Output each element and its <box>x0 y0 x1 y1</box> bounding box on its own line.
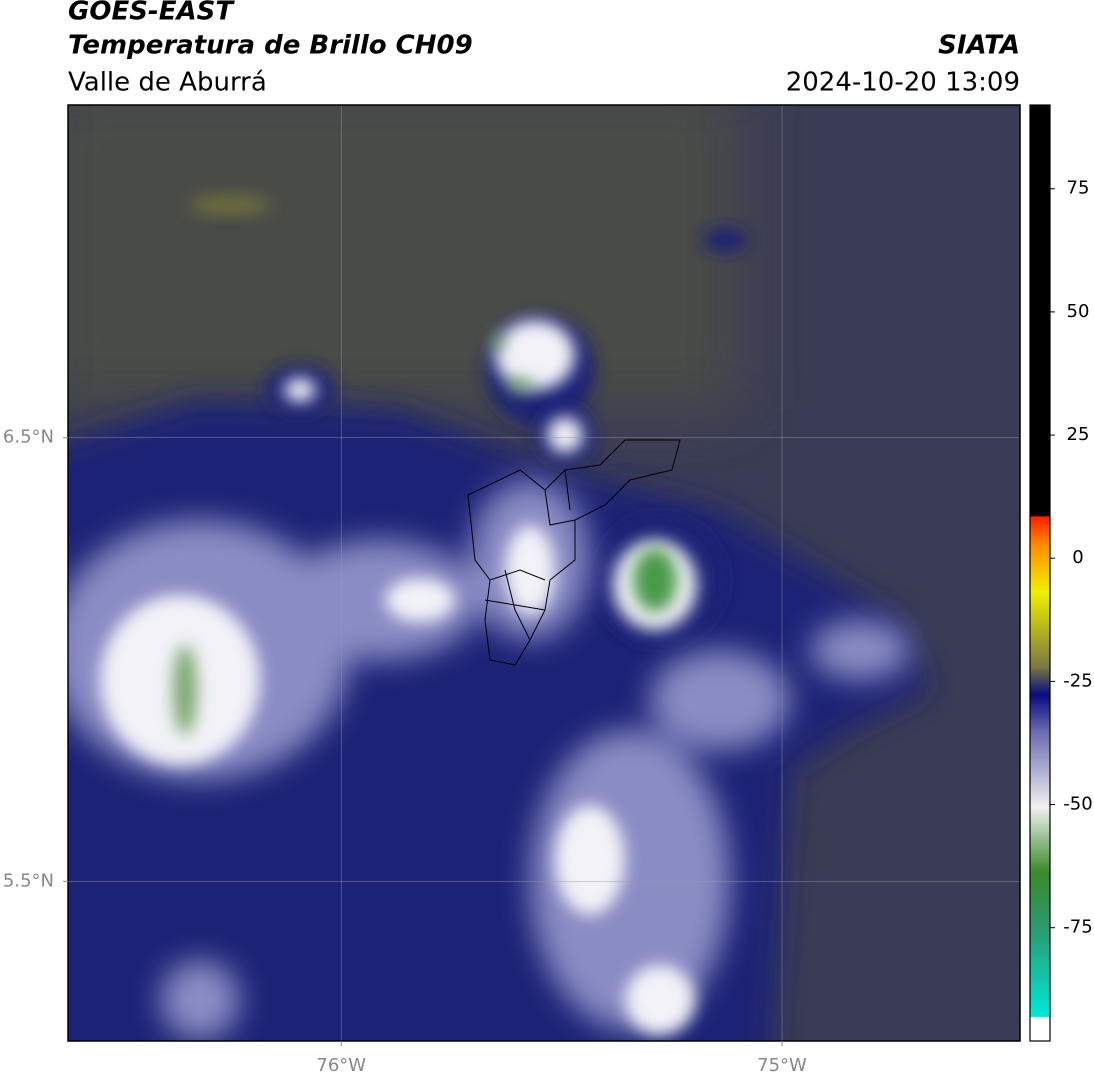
x-tick-label: 75°W <box>757 1055 807 1076</box>
municipal-boundaries <box>467 439 681 666</box>
y-tick-label: 5.5°N <box>3 870 54 891</box>
x-tick-label: 76°W <box>316 1055 366 1076</box>
region: Valle de Aburrá <box>68 68 267 98</box>
colorbar-tick-label: 50 <box>1067 301 1090 322</box>
colorbar-tick-label: 0 <box>1072 547 1083 568</box>
y-tick-label: 6.5°N <box>3 427 54 448</box>
colorbar-tick-label: 75 <box>1067 178 1090 199</box>
title: GOES-EAST <box>68 0 235 27</box>
datetime: 2024-10-20 13:09 <box>786 68 1020 98</box>
satellite-image <box>68 105 1020 1041</box>
colorbar-tick-label: -75 <box>1063 917 1092 938</box>
subtitle: Temperatura de Brillo CH09 <box>68 31 473 61</box>
colorbar-tick-label: 25 <box>1067 424 1090 445</box>
colorbar-tick-label: -50 <box>1063 794 1092 815</box>
map-frame <box>67 104 1021 1042</box>
source: SIATA <box>938 31 1020 61</box>
colorbar-tick-label: -25 <box>1063 670 1092 691</box>
colorbar <box>1029 104 1051 1042</box>
